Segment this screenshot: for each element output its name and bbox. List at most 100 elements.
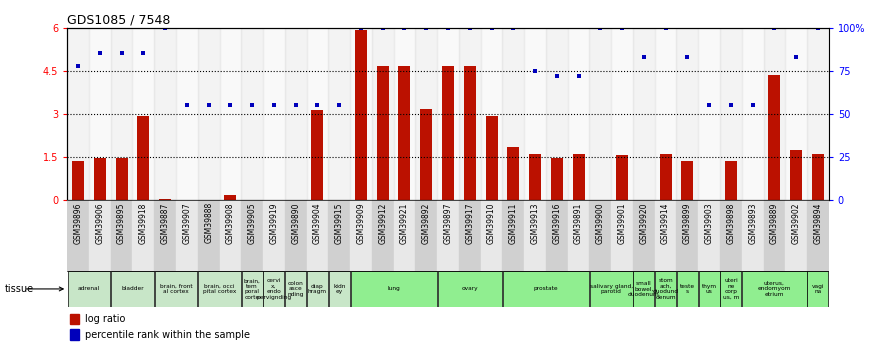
Bar <box>176 200 198 271</box>
Bar <box>242 271 263 307</box>
Point <box>375 25 390 30</box>
Bar <box>306 200 328 271</box>
Bar <box>94 158 106 200</box>
Text: stom
ach,
duodund
denum: stom ach, duodund denum <box>652 278 678 299</box>
Bar <box>573 154 584 200</box>
Bar <box>763 200 785 271</box>
Bar <box>137 116 150 200</box>
Text: percentile rank within the sample: percentile rank within the sample <box>85 330 251 340</box>
Text: GSM39917: GSM39917 <box>465 202 474 244</box>
Bar <box>133 28 154 200</box>
Bar <box>307 271 328 307</box>
Text: adrenal: adrenal <box>78 286 100 292</box>
Point <box>572 73 586 79</box>
Bar <box>111 28 133 200</box>
Point <box>71 63 85 68</box>
Bar <box>442 66 454 200</box>
Text: GSM39900: GSM39900 <box>596 202 605 244</box>
Text: ovary: ovary <box>461 286 478 292</box>
Bar <box>546 28 568 200</box>
Bar <box>655 271 676 307</box>
Bar <box>486 116 497 200</box>
Bar <box>198 271 241 307</box>
Bar <box>633 28 655 200</box>
Text: colon
asce
nding: colon asce nding <box>288 281 304 297</box>
Bar <box>807 28 829 200</box>
Bar <box>769 75 780 200</box>
Bar <box>416 200 437 271</box>
Bar <box>329 271 349 307</box>
Bar <box>807 271 829 307</box>
Text: GSM39893: GSM39893 <box>748 202 757 244</box>
Text: thym
us: thym us <box>702 284 717 294</box>
Text: GSM39889: GSM39889 <box>770 202 779 244</box>
Bar <box>67 28 89 200</box>
Bar <box>503 200 524 271</box>
Bar <box>590 28 611 200</box>
Bar <box>285 271 306 307</box>
Bar <box>154 28 176 200</box>
Text: lung: lung <box>387 286 400 292</box>
Bar <box>224 195 237 200</box>
Text: GDS1085 / 7548: GDS1085 / 7548 <box>67 13 170 27</box>
Point <box>202 102 216 108</box>
Bar <box>459 200 480 271</box>
Bar <box>72 161 84 200</box>
Text: GSM39892: GSM39892 <box>422 202 431 244</box>
Point <box>767 25 781 30</box>
Bar <box>742 271 806 307</box>
Text: GSM39901: GSM39901 <box>617 202 626 244</box>
Bar <box>699 271 719 307</box>
Text: GSM39906: GSM39906 <box>95 202 104 244</box>
Text: small
bowel,
duodenum: small bowel, duodenum <box>628 281 659 297</box>
Bar <box>220 28 241 200</box>
Point <box>745 102 760 108</box>
Bar <box>111 200 133 271</box>
Point <box>419 25 434 30</box>
Bar <box>524 200 546 271</box>
Bar <box>633 271 654 307</box>
Bar <box>420 109 432 200</box>
Bar <box>312 110 323 200</box>
Point <box>811 25 825 30</box>
Bar <box>590 200 611 271</box>
Point <box>659 25 673 30</box>
Bar <box>133 200 154 271</box>
Text: teste
s: teste s <box>680 284 695 294</box>
Bar <box>480 200 503 271</box>
Bar <box>437 200 459 271</box>
Text: GSM39898: GSM39898 <box>727 202 736 244</box>
Point <box>441 25 455 30</box>
Bar <box>285 200 306 271</box>
Bar <box>155 271 197 307</box>
Text: GSM39915: GSM39915 <box>335 202 344 244</box>
Bar <box>372 200 393 271</box>
Point <box>593 25 607 30</box>
Point <box>267 102 281 108</box>
Bar <box>198 28 220 200</box>
Bar <box>89 28 111 200</box>
Bar <box>67 200 89 271</box>
Bar <box>67 271 110 307</box>
Text: salivary gland,
parotid: salivary gland, parotid <box>590 284 633 294</box>
Bar <box>546 200 568 271</box>
Text: GSM39895: GSM39895 <box>117 202 126 244</box>
Bar <box>611 200 633 271</box>
Text: GSM39890: GSM39890 <box>291 202 300 244</box>
Bar <box>355 30 367 200</box>
Bar <box>437 28 459 200</box>
Text: GSM39910: GSM39910 <box>487 202 496 244</box>
Bar <box>633 200 655 271</box>
Point <box>310 102 324 108</box>
Bar <box>529 154 541 200</box>
Bar <box>393 200 416 271</box>
Point <box>115 51 129 56</box>
Text: tissue: tissue <box>4 284 34 294</box>
Point <box>136 51 151 56</box>
Point <box>354 25 368 30</box>
Bar <box>176 28 198 200</box>
Bar <box>328 200 350 271</box>
Bar <box>616 155 628 200</box>
Text: GSM39891: GSM39891 <box>574 202 583 244</box>
Text: GSM39896: GSM39896 <box>73 202 82 244</box>
